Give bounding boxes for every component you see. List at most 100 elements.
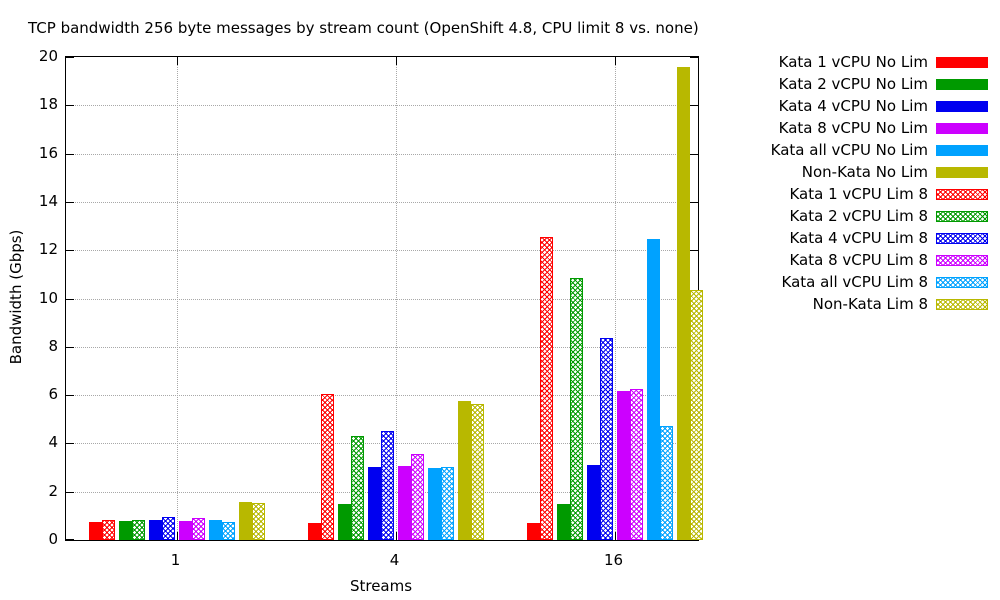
bar	[337, 504, 351, 540]
bar	[586, 465, 600, 540]
x-tick-mark	[176, 57, 178, 65]
legend-item: Kata 8 vCPU No Lim	[742, 117, 988, 139]
bar	[440, 467, 454, 540]
bar	[539, 237, 553, 540]
gridline-vertical	[395, 57, 397, 540]
y-tick-label: 2	[48, 481, 58, 500]
y-tick-mark	[66, 346, 74, 348]
legend-item-label: Kata 2 vCPU Lim 8	[789, 207, 928, 225]
bar	[470, 404, 484, 540]
legend-swatch	[936, 78, 988, 90]
bar	[646, 239, 660, 540]
y-tick-mark	[66, 491, 74, 493]
legend-swatch	[936, 210, 988, 222]
y-tick-mark	[66, 395, 74, 397]
bar	[191, 518, 205, 540]
legend-swatch	[936, 100, 988, 112]
legend-item: Kata all vCPU Lim 8	[742, 271, 988, 293]
bar	[161, 517, 175, 540]
x-tick-mark	[176, 532, 178, 540]
legend-item: Kata 4 vCPU No Lim	[742, 95, 988, 117]
y-tick-label: 16	[38, 143, 58, 162]
y-tick-label: 0	[48, 530, 58, 548]
legend: Kata 1 vCPU No Lim Kata 2 vCPU No Lim Kata…	[742, 51, 988, 315]
bar	[569, 278, 583, 540]
y-tick-mark	[66, 201, 74, 203]
bar	[307, 523, 321, 540]
legend-item-label: Kata 8 vCPU Lim 8	[789, 251, 928, 269]
y-tick-mark	[690, 201, 698, 203]
legend-item: Kata 1 vCPU No Lim	[742, 51, 988, 73]
legend-item-label: Kata 1 vCPU Lim 8	[789, 185, 928, 203]
gridline-vertical	[614, 57, 616, 540]
legend-item-label: Kata 1 vCPU No Lim	[778, 53, 928, 71]
x-tick-mark	[614, 532, 616, 540]
bar	[131, 520, 145, 540]
legend-item: Kata 1 vCPU Lim 8	[742, 183, 988, 205]
legend-item-label: Non-Kata Lim 8	[812, 295, 928, 313]
legend-item-label: Kata all vCPU Lim 8	[781, 273, 929, 291]
bar	[251, 503, 265, 540]
bar	[599, 338, 613, 540]
legend-swatch	[936, 298, 988, 310]
x-tick-label: 4	[389, 551, 400, 569]
bar	[689, 290, 703, 540]
y-tick-mark	[690, 57, 698, 58]
y-tick-mark	[66, 443, 74, 445]
legend-item-label: Kata 8 vCPU No Lim	[778, 119, 928, 137]
legend-item: Kata 2 vCPU No Lim	[742, 73, 988, 95]
y-tick-mark	[66, 298, 74, 300]
gridline-horizontal	[66, 298, 698, 300]
bar-cluster	[307, 394, 484, 540]
y-tick-label: 6	[48, 385, 58, 404]
bar	[457, 401, 471, 540]
bar	[397, 466, 411, 540]
legend-swatch	[936, 166, 988, 178]
y-tick-label: 10	[38, 288, 58, 307]
bar-cluster	[88, 502, 265, 540]
y-tick-label: 18	[38, 95, 58, 114]
legend-swatch	[936, 276, 988, 288]
chart-title: TCP bandwidth 256 byte messages by strea…	[28, 19, 699, 37]
y-tick-mark	[66, 153, 74, 155]
bar	[380, 431, 394, 540]
legend-swatch	[936, 144, 988, 156]
gridline-horizontal	[66, 346, 698, 348]
bar	[101, 520, 115, 540]
gridline-horizontal	[66, 395, 698, 397]
x-tick-mark	[395, 57, 397, 65]
x-tick-label: 1	[170, 551, 181, 569]
legend-swatch	[936, 232, 988, 244]
bar	[556, 504, 570, 540]
bar-cluster	[526, 67, 703, 540]
bar	[178, 521, 192, 540]
legend-swatch	[936, 122, 988, 134]
gridline-horizontal	[66, 201, 698, 203]
bar	[629, 389, 643, 540]
y-tick-mark	[66, 57, 74, 58]
bar	[350, 436, 364, 540]
bar	[320, 394, 334, 540]
y-tick-label: 8	[48, 336, 58, 355]
legend-item: Non-Kata No Lim	[742, 161, 988, 183]
legend-item-label: Kata 4 vCPU Lim 8	[789, 229, 928, 247]
y-tick-label: 12	[38, 240, 58, 259]
y-tick-mark	[690, 250, 698, 252]
bar	[616, 391, 630, 540]
y-tick-mark	[66, 539, 74, 540]
x-tick-label: 16	[603, 551, 624, 569]
legend-item: Kata 4 vCPU Lim 8	[742, 227, 988, 249]
y-tick-mark	[690, 105, 698, 107]
legend-item: Kata 8 vCPU Lim 8	[742, 249, 988, 271]
y-tick-label: 14	[38, 191, 58, 210]
bar	[238, 502, 252, 540]
x-axis-label: Streams	[349, 577, 413, 595]
legend-swatch	[936, 188, 988, 200]
bar	[367, 467, 381, 540]
legend-item: Non-Kata Lim 8	[742, 293, 988, 315]
x-tick-mark	[395, 532, 397, 540]
y-tick-label: 20	[38, 47, 58, 65]
y-tick-mark	[66, 105, 74, 107]
gridline-horizontal	[66, 250, 698, 252]
